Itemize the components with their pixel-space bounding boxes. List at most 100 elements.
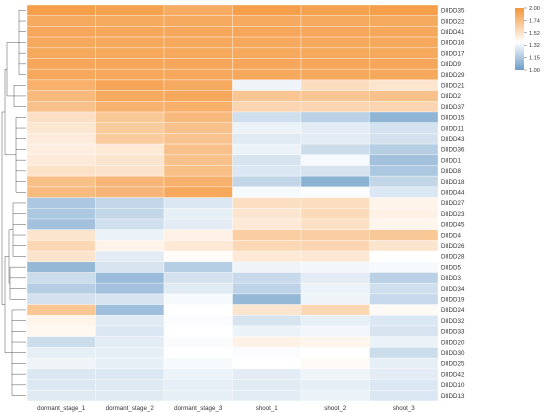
heatmap-cell <box>369 250 439 263</box>
heatmap-cell <box>300 325 370 337</box>
heatmap-cell <box>95 186 165 198</box>
row-label: DlIDD37 <box>441 104 465 111</box>
row-label: DlIDD21 <box>441 82 465 89</box>
heatmap-cell <box>163 240 233 252</box>
heatmap-cell <box>163 68 233 81</box>
heatmap-cell <box>300 122 370 134</box>
heatmap-cell <box>163 218 233 230</box>
heatmap-cell <box>232 47 302 59</box>
heatmap-cell <box>300 218 370 230</box>
heatmap-cell <box>300 36 370 49</box>
row-label: DlIDD30 <box>441 350 465 357</box>
heatmap-cell <box>369 90 439 102</box>
heatmap-cell <box>26 133 96 145</box>
heatmap-cell <box>300 336 370 348</box>
heatmap-cell <box>232 68 302 81</box>
row-label: DlIDD22 <box>441 18 465 25</box>
heatmap-cell <box>300 101 370 113</box>
color-scale-tick-label: 1.00 <box>529 68 540 74</box>
heatmap-cell <box>163 208 233 220</box>
row-label: DlIDD28 <box>441 254 465 261</box>
heatmap-cell <box>95 272 165 284</box>
heatmap-cell <box>300 197 370 209</box>
heatmap-cell <box>26 218 96 230</box>
heatmap-cell <box>26 122 96 134</box>
heatmap-cell <box>232 347 302 359</box>
heatmap-cell <box>163 379 233 391</box>
heatmap-cell <box>163 101 233 113</box>
heatmap-cell <box>95 143 165 156</box>
heatmap-cell <box>300 26 370 38</box>
row-label: DlIDD2 <box>441 93 461 100</box>
heatmap-cell <box>26 336 96 348</box>
row-label: DlIDD19 <box>441 296 465 303</box>
heatmap-cell <box>232 368 302 380</box>
heatmap-cell <box>300 68 370 81</box>
heatmap-cell <box>163 325 233 337</box>
row-label: DlIDD32 <box>441 318 465 325</box>
heatmap-cell <box>163 250 233 263</box>
heatmap-cell <box>26 347 96 359</box>
heatmap-cell <box>95 368 165 380</box>
heatmap-cell <box>163 272 233 284</box>
heatmap-cell <box>26 250 96 263</box>
heatmap-cell <box>300 347 370 359</box>
heatmap-cell <box>369 282 439 295</box>
heatmap-cell <box>300 143 370 156</box>
heatmap-cell <box>369 122 439 134</box>
heatmap-cell <box>369 304 439 316</box>
heatmap-cell <box>232 197 302 209</box>
heatmap-cell <box>26 379 96 391</box>
heatmap-cell <box>300 133 370 145</box>
column-label: dormant_stage_2 <box>106 405 155 412</box>
heatmap-cell <box>26 272 96 284</box>
heatmap-cell <box>300 165 370 177</box>
heatmap-cell <box>163 143 233 156</box>
heatmap-cell <box>163 154 233 166</box>
heatmap-cells <box>26 4 439 402</box>
heatmap-cell <box>300 58 370 70</box>
row-dendrogram <box>1 10 26 396</box>
color-scale-bar <box>515 8 524 70</box>
heatmap-cell <box>232 261 302 273</box>
row-label: DlIDD44 <box>441 189 465 196</box>
heatmap-cell <box>369 314 439 327</box>
heatmap-cell <box>300 357 370 370</box>
heatmap-cell <box>300 154 370 166</box>
heatmap-cell <box>232 36 302 49</box>
row-label: DlIDD5 <box>441 264 461 271</box>
heatmap-cell <box>163 175 233 188</box>
heatmap-cell <box>300 293 370 305</box>
heatmap-cell <box>95 79 165 91</box>
heatmap-cell <box>163 347 233 359</box>
heatmap-cell <box>163 389 233 402</box>
row-label: DlIDD36 <box>441 147 465 154</box>
heatmap-cell <box>369 143 439 156</box>
heatmap-cell <box>300 261 370 273</box>
heatmap-cell <box>163 26 233 38</box>
heatmap-cell <box>26 197 96 209</box>
heatmap-cell <box>26 47 96 59</box>
heatmap-cell <box>232 122 302 134</box>
row-label: DlIDD23 <box>441 211 465 218</box>
heatmap-cell <box>232 15 302 27</box>
heatmap-cell <box>95 218 165 230</box>
row-label: DlIDD26 <box>441 243 465 250</box>
heatmap-cell <box>95 336 165 348</box>
heatmap-cell <box>26 101 96 113</box>
heatmap-cell <box>26 154 96 166</box>
heatmap-cell <box>300 4 370 16</box>
heatmap-cell <box>163 58 233 70</box>
heatmap-cell <box>232 111 302 123</box>
row-label: DlIDD41 <box>441 29 465 36</box>
heatmap-cell <box>95 4 165 16</box>
heatmap-cell <box>26 111 96 123</box>
heatmap-cell <box>95 36 165 49</box>
heatmap-cell <box>95 240 165 252</box>
heatmap-cell <box>95 15 165 27</box>
row-label: DlIDD10 <box>441 382 465 389</box>
color-scale-tick-label: 1.32 <box>529 43 540 49</box>
heatmap-cell <box>95 282 165 295</box>
heatmap-cell <box>232 186 302 198</box>
heatmap-cell <box>26 389 96 402</box>
